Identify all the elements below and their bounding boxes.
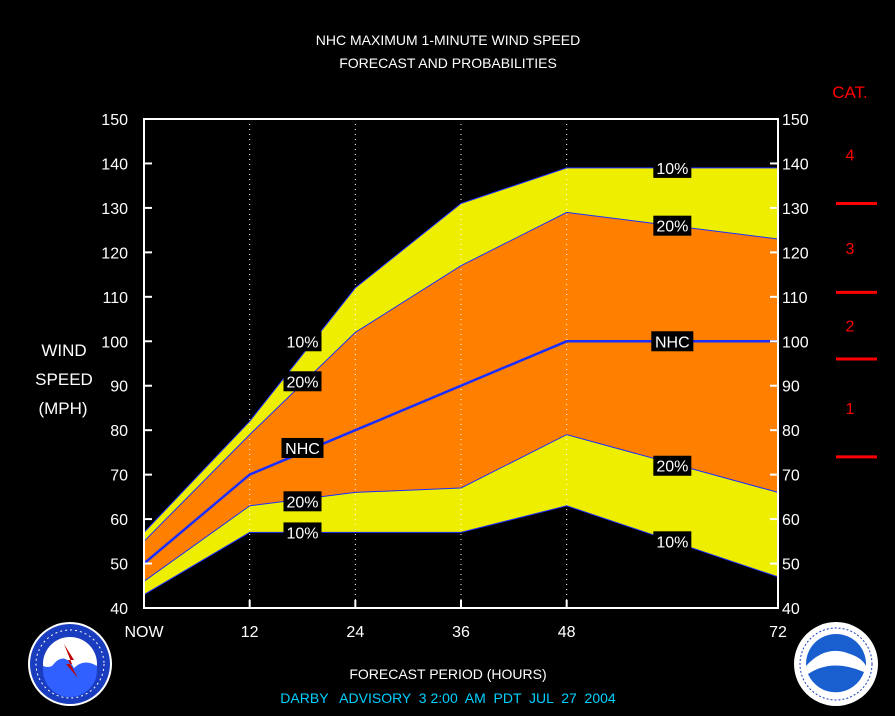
ytick-label-left-100: 100 [101, 334, 128, 351]
ytick-label-right-150: 150 [782, 112, 809, 129]
series-label-text: 20% [656, 459, 688, 476]
series-label-8: 20% [653, 455, 692, 476]
xtick-label-36: 36 [452, 624, 470, 641]
category-label-3: 3 [846, 241, 855, 258]
advisory-text: DARBY ADVISORY 3 2:00 AM PDT JUL 27 2004 [280, 690, 616, 706]
series-label-2: NHC [281, 437, 324, 458]
ytick-label-right-100: 100 [782, 334, 809, 351]
line-20pct-upper [143, 211, 779, 542]
series-label-box [283, 522, 322, 543]
ytick-label-left-50: 50 [110, 557, 128, 574]
ytick-label-left-40: 40 [110, 601, 128, 618]
series-label-box [653, 531, 692, 552]
chart-title-line1: NHC MAXIMUM 1-MINUTE WIND SPEED [316, 32, 580, 48]
ytick-label-right-60: 60 [782, 512, 800, 529]
series-label-box [281, 437, 324, 458]
series-label-text: 10% [656, 534, 688, 551]
series-label-7: NHC [651, 331, 694, 352]
saffir-simpson-scale: 1 2 3 4 [836, 148, 877, 459]
series-label-5: 10% [653, 157, 692, 178]
ytick-label-right-40: 40 [782, 601, 800, 618]
category-label-4: 4 [846, 148, 855, 165]
series-label-1: 20% [283, 371, 322, 392]
ytick-label-left-80: 80 [110, 423, 128, 440]
ytick-label-left-120: 120 [101, 245, 128, 262]
y-axis-label-line1: WIND [41, 341, 86, 360]
series-label-text: 10% [286, 525, 318, 542]
ytick-label-left-90: 90 [110, 379, 128, 396]
line-nhc-forecast [143, 340, 778, 565]
ytick-label-right-90: 90 [782, 379, 800, 396]
series-label-box [283, 331, 322, 352]
series-label-box [653, 215, 692, 236]
series-label-9: 10% [653, 531, 692, 552]
x-axis-label: FORECAST PERIOD (HOURS) [349, 666, 546, 682]
nws-logo [28, 622, 112, 706]
series-label-3: 20% [283, 491, 322, 512]
ytick-label-right-130: 130 [782, 201, 809, 218]
axis-ticks [143, 118, 779, 609]
ytick-label-left-130: 130 [101, 201, 128, 218]
ytick-label-left-110: 110 [102, 290, 128, 307]
ytick-label-right-140: 140 [782, 156, 809, 173]
x-tick-labels: NOW 12 24 36 48 72 [124, 624, 787, 641]
xtick-label-12: 12 [241, 624, 259, 641]
ytick-label-left-60: 60 [110, 512, 128, 529]
ytick-label-left-150: 150 [101, 112, 128, 129]
noaa-logo [794, 622, 878, 706]
y-tick-labels-right: 40 50 60 70 80 90 100 110 120 130 140 150 [782, 112, 809, 618]
ytick-label-left-140: 140 [101, 156, 128, 173]
series-label-4: 10% [283, 522, 322, 543]
xtick-label-72: 72 [769, 624, 787, 641]
series-label-box [283, 371, 322, 392]
chart-title-line2: FORECAST AND PROBABILITIES [339, 55, 557, 71]
series-label-text: 10% [286, 334, 318, 351]
category-header: CAT. [832, 83, 868, 102]
probability-bands [144, 167, 778, 595]
category-label-1: 1 [846, 401, 855, 418]
xtick-label-24: 24 [346, 624, 364, 641]
y-tick-labels-left: 40 50 60 70 80 90 100 110 120 130 140 150 [101, 112, 128, 618]
series-label-text: NHC [285, 441, 320, 458]
series-label-0: 10% [283, 331, 322, 352]
series-label-6: 20% [653, 215, 692, 236]
series-label-box [283, 491, 322, 512]
y-axis-label-line3: (MPH) [38, 399, 87, 418]
line-20pct-lower [143, 434, 779, 582]
category-label-2: 2 [846, 319, 855, 336]
series-label-text: 10% [656, 161, 688, 178]
series-label-text: 20% [286, 494, 318, 511]
line-10pct-upper [143, 167, 778, 533]
ytick-label-right-120: 120 [782, 245, 809, 262]
y-axis-label-line2: SPEED [35, 370, 93, 389]
series-label-text: NHC [655, 334, 690, 351]
series-labels: 10% 20% NHC 20% 10% 10% 20% NHC 20% 10% [281, 157, 694, 552]
series-label-text: 20% [286, 374, 318, 391]
band-20-percent [144, 212, 778, 582]
xtick-label-48: 48 [558, 624, 576, 641]
series-lines [143, 167, 779, 596]
series-label-text: 20% [656, 219, 688, 236]
ytick-label-right-70: 70 [782, 468, 800, 485]
ytick-label-right-110: 110 [782, 290, 808, 307]
series-label-box [651, 331, 694, 352]
xtick-label-NOW: NOW [124, 624, 164, 641]
ytick-label-right-50: 50 [782, 557, 800, 574]
ytick-label-left-70: 70 [110, 468, 128, 485]
line-10pct-lower [143, 505, 779, 596]
ytick-label-right-80: 80 [782, 423, 800, 440]
series-label-box [653, 157, 692, 178]
series-label-box [653, 455, 692, 476]
